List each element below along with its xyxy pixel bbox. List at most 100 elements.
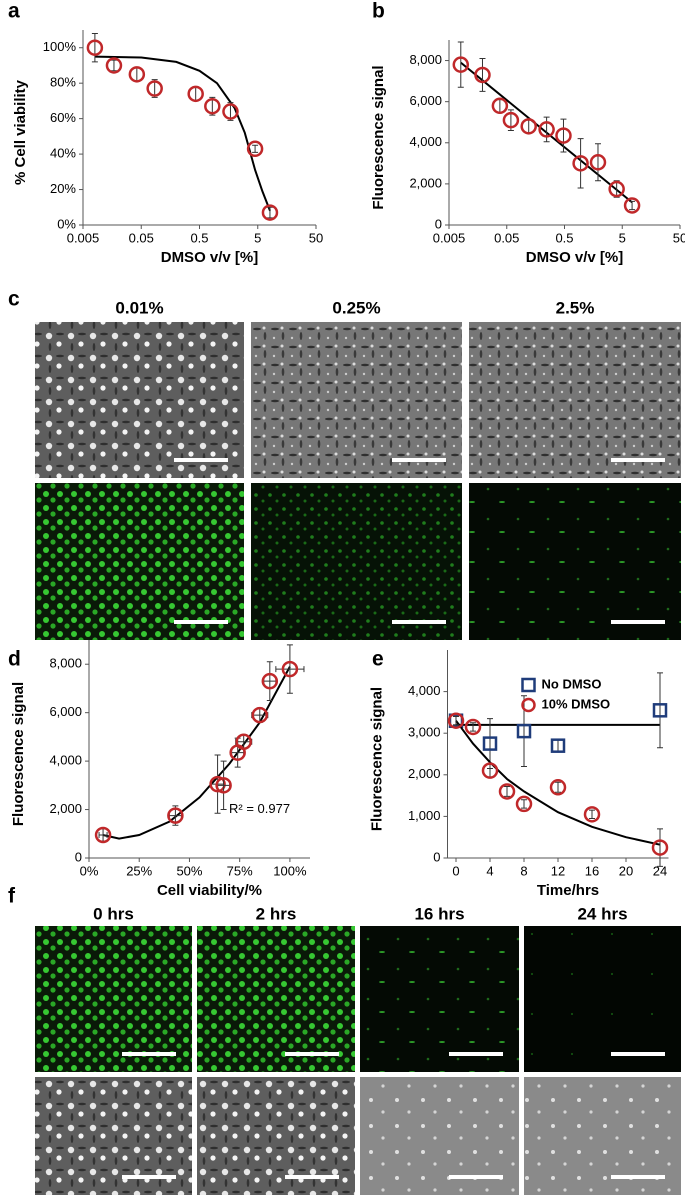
x-tick-label: 5 [254,230,261,245]
fit-line [455,720,661,846]
y-tick-label: 20% [50,181,76,196]
error-bar [487,763,493,778]
point [146,80,163,97]
point [105,57,123,74]
error-bar [629,200,636,211]
x-error-bar [98,831,108,838]
error-bar [192,86,199,102]
point [261,204,279,221]
scale-bar [174,458,228,462]
x-tick-label: 50% [176,863,202,878]
panel-label: d [8,648,21,671]
point [452,56,470,73]
x-axis-label: Time/hrs [537,882,599,899]
column-label: 16 hrs [414,904,464,923]
micrograph [197,926,355,1072]
point [167,807,184,824]
y-tick-label: 2,000 [408,766,441,781]
point [235,733,252,750]
annotation: R² = 0.977 [229,801,290,816]
error-bar [479,58,486,92]
x-tick-label: 0% [80,863,99,878]
x-tick-label: 8 [520,863,527,878]
error-bar [504,785,510,797]
x-tick-label: 4 [486,863,493,878]
point [86,39,104,56]
fit-line [102,666,291,840]
column-label: 2.5% [556,298,595,317]
error-bar [470,722,476,732]
chart: 0 2,000 4,000 6,000 8,000 0% 25% 50% 75% 100% Cell… [10,640,310,899]
y-tick-label: 4,000 [408,683,441,698]
point [491,97,509,115]
y-tick-label: 8,000 [49,656,82,671]
error-bar [555,738,561,753]
point [572,155,589,172]
point [481,762,499,779]
legend-marker [521,697,536,713]
error-bar [657,828,663,867]
point [538,121,555,138]
point [555,127,572,144]
scale-bar [122,1175,176,1179]
scale-bar [611,620,665,624]
panel-label: b [372,0,385,23]
point [204,97,221,115]
point [447,712,465,729]
x-tick-label: 0.5 [190,230,208,245]
x-tick-label: 0.005 [67,230,100,245]
x-tick-label: 0.05 [494,230,519,245]
point [251,706,269,724]
scale-bar [392,620,446,624]
y-tick-label: 6,000 [409,93,442,108]
x-error-bar [275,666,305,673]
error-bar [657,672,663,749]
x-tick-label: 16 [585,863,599,878]
legend-marker [521,677,536,693]
point [516,723,532,739]
y-tick-label: 0 [435,216,442,231]
error-bar [457,41,464,88]
point [128,66,146,83]
point [515,795,533,813]
point [502,111,520,129]
scale-bar [449,1175,503,1179]
y-tick-label: 0% [57,216,76,231]
x-axis-label: DMSO v/v [%] [161,249,259,266]
point [281,660,299,678]
error-bar [453,716,459,726]
x-axis-label: DMSO v/v [%] [526,249,624,266]
y-tick-label: 100% [43,39,77,54]
legend-label: 10% DMSO [542,696,611,711]
scale-bar [285,1052,339,1056]
y-tick-label: 80% [50,75,76,90]
x-tick-label: 0 [452,863,459,878]
y-tick-label: 2,000 [49,801,82,816]
x-tick-label: 75% [227,863,253,878]
column-label: 0.25% [332,298,380,317]
point [215,777,232,794]
scale-bar [285,1175,339,1179]
scale-bar [611,1175,665,1179]
x-tick-label: 12 [551,863,565,878]
scale-bar [449,1052,503,1056]
micrograph [360,926,519,1072]
error-bar [521,799,527,809]
point [623,197,641,214]
scale-bar [611,458,665,462]
point [583,806,601,823]
y-tick-label: 60% [50,110,76,125]
point [474,66,491,84]
column-label: 0.01% [115,298,163,317]
error-bar [560,118,567,153]
x-tick-label: 0.005 [433,230,466,245]
x-tick-label: 24 [653,863,667,878]
point [589,154,607,171]
error-bar [91,33,98,63]
chart: 0% 20% 40% 60% 80% 100% 0.005 0.05 0.5 5 50 DMSO v/… [12,30,323,266]
y-axis-label: Fluorescence signal [370,65,387,209]
y-axis-label: % Cell viability [12,79,29,185]
column-label: 0 hrs [93,904,134,923]
y-axis-label: Fluorescence signal [368,687,385,831]
